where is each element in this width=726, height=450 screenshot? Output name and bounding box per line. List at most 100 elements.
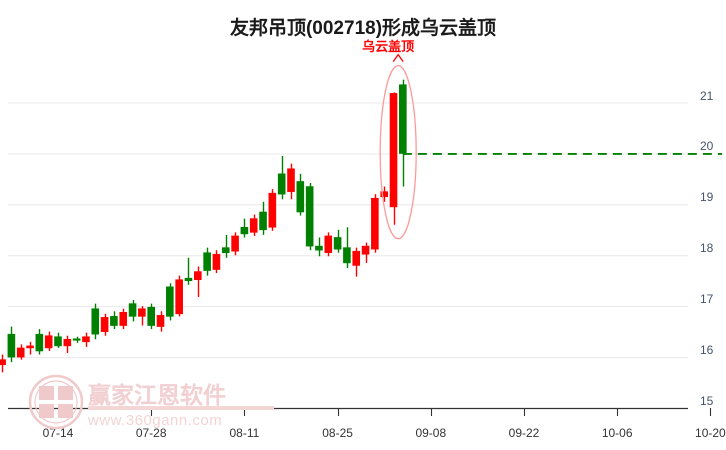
candle-body xyxy=(231,235,239,252)
candle-body xyxy=(184,277,193,282)
candle-body xyxy=(352,250,361,266)
candlestick xyxy=(389,92,398,225)
candle-body xyxy=(16,347,25,358)
candlestick xyxy=(54,332,62,348)
candle-body xyxy=(259,211,267,231)
candlestick xyxy=(231,232,239,256)
candlestick xyxy=(287,163,295,200)
candle-body xyxy=(296,181,305,213)
x-axis-tick-label: 07-28 xyxy=(135,426,167,440)
candle-body xyxy=(26,345,34,349)
candle-body xyxy=(371,197,379,250)
candlestick xyxy=(268,189,277,231)
candle-body xyxy=(324,235,333,254)
candle-body xyxy=(156,315,165,327)
candle-body xyxy=(54,336,62,347)
candle-body xyxy=(249,218,258,233)
candlestick xyxy=(315,237,323,257)
candlestick xyxy=(277,156,286,200)
candlestick xyxy=(119,308,128,330)
candlestick xyxy=(194,266,202,298)
candle-body xyxy=(72,338,81,341)
x-axis-tick-label: 10-20 xyxy=(695,426,726,440)
candle-body xyxy=(399,84,407,154)
y-axis-tick-label: 16 xyxy=(700,343,714,358)
candlestick xyxy=(352,247,361,277)
candlestick xyxy=(380,186,389,202)
candle-body xyxy=(91,308,100,335)
candle-body xyxy=(221,247,230,254)
candle-body xyxy=(110,316,118,326)
candlestick xyxy=(72,336,81,343)
candle-body xyxy=(166,286,174,317)
candlestick xyxy=(203,247,211,276)
x-axis-tick-label: 09-22 xyxy=(508,426,540,440)
candle-body xyxy=(128,303,137,317)
candle-body xyxy=(361,245,370,255)
candle-body xyxy=(175,279,183,315)
candlestick xyxy=(100,313,109,336)
candle-body xyxy=(147,306,155,326)
candle-body xyxy=(343,247,351,264)
candle-body xyxy=(63,338,72,347)
candlestick xyxy=(128,300,137,322)
candle-body xyxy=(35,333,44,352)
candle-body xyxy=(333,237,342,250)
candlestick xyxy=(91,303,100,340)
candlestick xyxy=(333,229,342,253)
candlestick xyxy=(147,303,155,330)
candlestick xyxy=(7,326,16,363)
candle-body xyxy=(268,192,277,228)
candle-body xyxy=(305,186,314,247)
x-axis-tick-label: 08-11 xyxy=(229,426,260,440)
candlestick xyxy=(221,234,230,258)
x-axis-tick-label: 08-25 xyxy=(322,426,353,440)
pattern-annotation-label: 乌云盖顶 xyxy=(362,38,415,54)
candlestick xyxy=(184,257,193,285)
candle-body xyxy=(240,226,249,235)
y-axis-tick-label: 21 xyxy=(700,88,714,103)
candle-body xyxy=(194,271,202,281)
y-axis-tick-label: 18 xyxy=(700,241,714,256)
x-axis-tick-label: 10-06 xyxy=(601,426,633,440)
candlestick xyxy=(16,344,25,360)
x-axis-tick-label: 09-08 xyxy=(415,426,447,440)
candlestick xyxy=(305,182,314,251)
candle-body xyxy=(119,311,128,326)
pattern-highlight-ellipse xyxy=(379,64,417,240)
candlestick xyxy=(110,311,118,330)
candle-body xyxy=(44,335,53,349)
candlestick xyxy=(44,331,53,351)
candle-body xyxy=(7,333,16,358)
candle-body xyxy=(380,191,389,198)
candlestick xyxy=(175,275,183,317)
candlestick xyxy=(138,306,146,326)
candlestick xyxy=(296,173,305,216)
candlestick xyxy=(166,283,174,321)
candlestick xyxy=(249,214,258,236)
y-axis-tick-label: 20 xyxy=(700,139,714,154)
candle-body xyxy=(277,173,286,195)
candle-body xyxy=(389,93,398,208)
candle-body xyxy=(100,317,109,332)
chart-title: 友邦吊顶(002718)形成乌云盖顶 xyxy=(229,18,497,39)
candlestick xyxy=(35,329,44,355)
candlestick xyxy=(156,311,165,332)
candle-body xyxy=(138,308,146,317)
candle-body xyxy=(82,336,90,343)
y-axis-tick-label: 17 xyxy=(700,292,714,307)
candlestick xyxy=(361,242,370,263)
candle-body xyxy=(287,168,295,192)
pattern-caret-icon xyxy=(392,53,404,63)
candle-body xyxy=(212,253,221,270)
candlestick xyxy=(399,79,407,187)
candle-body xyxy=(0,359,6,366)
y-axis-tick-label: 15 xyxy=(700,394,714,408)
candle-body xyxy=(315,245,323,251)
candlestick xyxy=(371,194,379,253)
candle-body xyxy=(203,252,211,271)
candlestick xyxy=(26,341,34,355)
candlestick xyxy=(82,332,90,347)
